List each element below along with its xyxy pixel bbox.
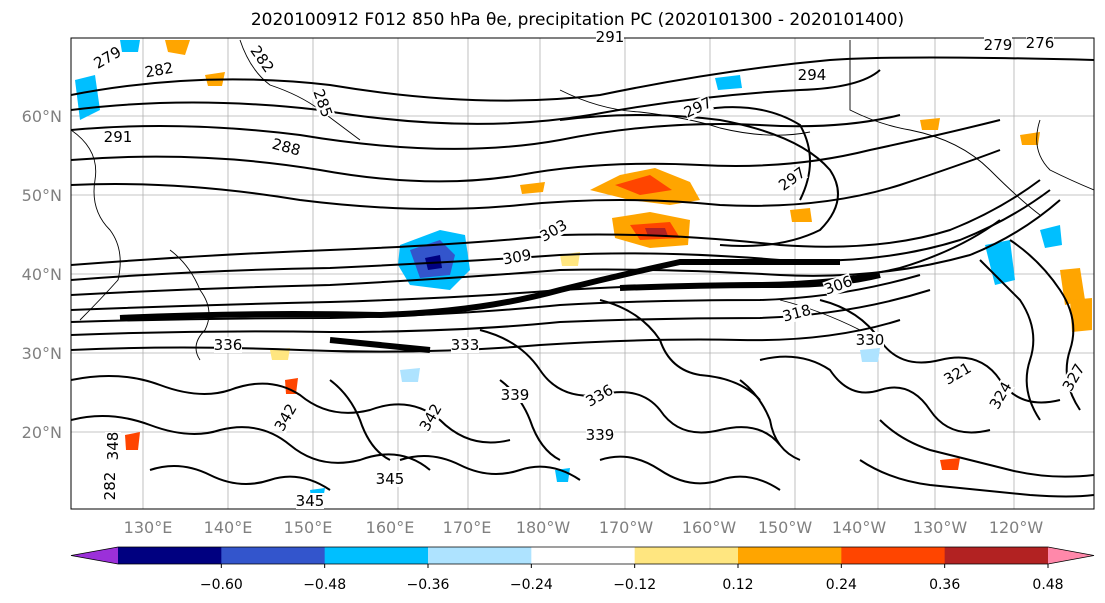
contour-label: 339 (501, 386, 530, 404)
colorbar-tick-label: 0.48 (1032, 577, 1063, 593)
colorbar-tick-label: 0.12 (722, 577, 753, 593)
colorbar-tick-label: 0.36 (929, 577, 960, 593)
contour-label: 336 (214, 336, 243, 354)
chart-title: 2020100912 F012 850 hPa θe, precipitatio… (250, 10, 905, 30)
contour-label-background (271, 401, 300, 434)
contour-label-background (247, 43, 277, 76)
contour-label: 291 (104, 128, 133, 146)
contour-label-background (501, 387, 529, 403)
contour-label: 309 (501, 246, 532, 269)
contour-label-background (143, 59, 175, 81)
contour-label-background (105, 432, 121, 460)
colorbar-tick-label: 0.24 (826, 577, 857, 593)
map-background (71, 38, 1094, 509)
lon-label: 150°W (758, 518, 813, 537)
contour-label-background (296, 493, 324, 509)
contour-label-background (102, 472, 118, 500)
contour-label: 330 (856, 331, 885, 349)
contour-label-background (416, 401, 445, 434)
gridlines (71, 38, 1094, 509)
contour-label-background (214, 337, 242, 353)
map-border (70, 37, 1095, 510)
lon-label: 160°E (366, 518, 415, 537)
contour-label: 276 (1026, 34, 1055, 52)
contour-label: 333 (451, 336, 480, 354)
colorbar-swatch (221, 547, 326, 564)
contour-label-background (310, 87, 336, 120)
contour-label-background (537, 216, 570, 245)
colorbar-extend-low (71, 547, 118, 564)
contour-label-background (501, 246, 533, 268)
contour-label-background (270, 135, 302, 159)
colorbar-tick-label: −0.36 (407, 577, 450, 593)
colorbar-tick-label: −0.12 (613, 577, 656, 593)
colorbar-tick-label: −0.48 (303, 577, 346, 593)
lon-label: 130°E (124, 518, 173, 537)
contour-label: 294 (798, 66, 827, 84)
lat-label: 50°N (22, 186, 62, 205)
lat-label: 60°N (22, 107, 62, 126)
contour-label-background (822, 272, 855, 298)
contour-label: 279 (984, 36, 1013, 54)
contour-label: 291 (596, 28, 625, 46)
contour-label-background (798, 67, 826, 83)
colorbar-swatch (841, 547, 946, 564)
contour-label: 345 (296, 492, 325, 510)
colorbar-swatch (531, 547, 636, 564)
latitude-labels: 60°N 50°N 40°N 30°N 20°N (22, 107, 62, 442)
colorbar-swatch (428, 547, 532, 564)
colorbar-extend-high (1048, 547, 1094, 564)
contour-label: 348 (104, 432, 122, 461)
contour-label-background (586, 427, 614, 443)
colorbar-swatch (738, 547, 842, 564)
contour-label-background (91, 43, 124, 72)
lon-label: 170°E (443, 518, 492, 537)
lon-label: 140°E (204, 518, 253, 537)
contour-label-background (776, 164, 809, 194)
contour-label-background (451, 337, 479, 353)
contour-label: 282 (143, 59, 174, 82)
contour-label-background (104, 129, 132, 145)
longitude-labels: 130°E 140°E 150°E 160°E 170°E 180°W 170°… (124, 518, 1044, 537)
lon-label: 180°W (516, 518, 571, 537)
lat-label: 20°N (22, 423, 62, 442)
contour-label-background (781, 301, 813, 325)
lon-label: 140°W (832, 518, 887, 537)
colorbar-tick-label: −0.24 (510, 577, 553, 593)
contour-label-background (583, 381, 616, 410)
colorbar-swatch (118, 547, 222, 564)
lon-label: 150°E (284, 518, 333, 537)
lon-label: 160°W (682, 518, 737, 537)
colorbar-tick-label: −0.60 (200, 577, 243, 593)
lat-label: 40°N (22, 265, 62, 284)
contour-label-background (986, 379, 1015, 412)
contour-label-background (596, 29, 624, 45)
contour-label-background (984, 37, 1012, 53)
lon-label: 170°W (599, 518, 654, 537)
contour-label-background (856, 332, 884, 348)
contour-label-background (681, 94, 714, 121)
colorbar-outline (70, 546, 1095, 565)
colorbar-swatch (944, 547, 1049, 564)
lon-label: 120°W (989, 518, 1044, 537)
colorbar-swatch (634, 547, 739, 564)
contour-label: 345 (376, 470, 405, 488)
contour-label-background (376, 471, 404, 487)
contour-label: 282 (101, 472, 119, 501)
lat-label: 30°N (22, 344, 62, 363)
contour-label-background (941, 359, 974, 388)
colorbar-swatch (324, 547, 429, 564)
contour-label-background (1026, 35, 1054, 51)
lon-label: 130°W (913, 518, 968, 537)
contour-label: 339 (586, 426, 615, 444)
colorbar (70, 546, 1095, 565)
colorbar-ticks: −0.60 −0.48 −0.36 −0.24 −0.12 0.12 0.24 0.36 0.4… (200, 564, 1064, 593)
contour-label-background (1059, 361, 1088, 394)
